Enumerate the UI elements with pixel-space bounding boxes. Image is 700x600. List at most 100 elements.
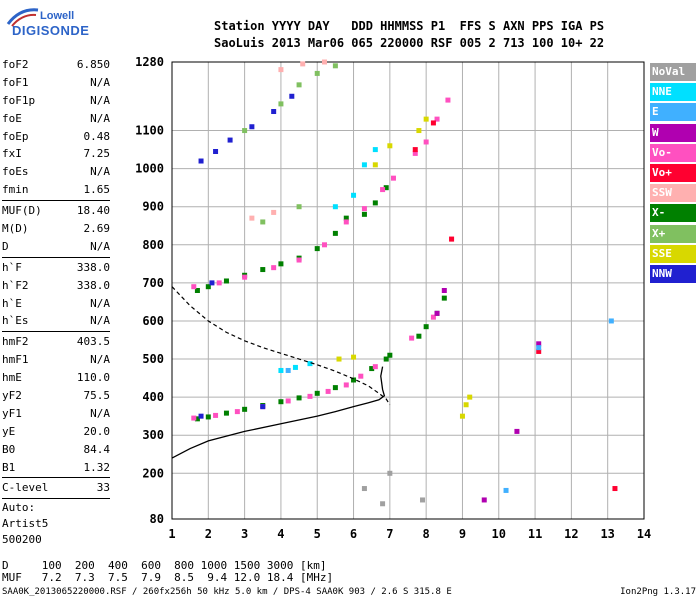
data-point xyxy=(216,280,222,286)
data-point xyxy=(351,377,357,383)
y-tick-label: 200 xyxy=(142,466,164,480)
param-value: N/A xyxy=(90,314,110,328)
param-key: M(D) xyxy=(2,222,29,236)
param-value: N/A xyxy=(90,75,110,89)
param-key: hmF1 xyxy=(2,353,29,367)
data-point xyxy=(434,116,440,122)
data-point xyxy=(420,497,426,503)
model-trace-curve xyxy=(171,286,391,406)
data-point xyxy=(343,382,349,388)
data-point xyxy=(285,367,291,373)
data-point xyxy=(205,284,211,290)
param-value: 2.69 xyxy=(83,222,111,236)
param-value: 18.40 xyxy=(76,204,110,218)
legend-item: Vo- xyxy=(650,143,696,162)
parameters-panel: foF2 6.850 foF1 N/A foF1p N/A foE N/A foEp 0.48 fx… xyxy=(2,56,110,548)
data-point xyxy=(423,139,429,145)
lowell-digisonde-logo: Lowell DIGISONDE xyxy=(6,6,156,46)
y-tick-label: 600 xyxy=(142,314,164,328)
x-tick-label: 14 xyxy=(637,527,651,541)
legend-item: NNE xyxy=(650,83,696,102)
param-row: fxI 7.25 xyxy=(2,145,110,163)
x-tick-label: 11 xyxy=(528,527,542,541)
data-point xyxy=(223,278,229,284)
data-point xyxy=(234,409,240,415)
data-point xyxy=(194,416,200,422)
param-value: N/A xyxy=(90,165,110,179)
data-point xyxy=(242,128,248,134)
d-distance-row: D 100 200 400 600 800 1000 1500 3000 [km… xyxy=(2,559,327,572)
x-tick-label: 8 xyxy=(423,527,430,541)
y-tick-label: 1280 xyxy=(135,55,164,69)
param-separator xyxy=(2,498,110,500)
param-row: M(D) 2.69 xyxy=(2,220,110,238)
param-value: 75.5 xyxy=(83,389,111,403)
data-point xyxy=(314,70,320,76)
param-row: h`E N/A xyxy=(2,295,110,313)
param-value: 33 xyxy=(96,481,110,495)
autoscaling-info: Artist5 xyxy=(2,517,49,531)
param-row: h`Es N/A xyxy=(2,312,110,330)
data-point xyxy=(249,124,255,130)
data-point xyxy=(467,394,473,400)
data-point xyxy=(372,162,378,168)
param-value: N/A xyxy=(90,111,110,125)
param-value: N/A xyxy=(90,406,110,420)
data-point xyxy=(332,204,338,210)
x-tick-label: 1 xyxy=(168,527,175,541)
param-row: hmF2 403.5 xyxy=(2,333,110,351)
data-point xyxy=(608,318,614,324)
data-point xyxy=(242,406,248,412)
data-point xyxy=(198,413,204,419)
data-point xyxy=(296,395,302,401)
param-key: h`F xyxy=(2,260,22,274)
param-value: 20.0 xyxy=(83,424,111,438)
param-key: yF2 xyxy=(2,389,22,403)
param-key: MUF(D) xyxy=(2,204,42,218)
legend-item: SSE xyxy=(650,244,696,263)
y-tick-label: 300 xyxy=(142,428,164,442)
data-point xyxy=(459,413,465,419)
param-value: 84.4 xyxy=(83,442,111,456)
data-point xyxy=(292,364,298,370)
data-point xyxy=(412,150,418,156)
data-point xyxy=(296,257,302,263)
data-point xyxy=(536,345,542,351)
data-point xyxy=(278,367,284,373)
y-tick-label: 80 xyxy=(150,512,164,526)
param-row: foF2 6.850 xyxy=(2,56,110,74)
legend: NoVal NNE E W Vo- Vo+ SSW X- X+ SSE NNW xyxy=(650,63,696,285)
data-point xyxy=(332,230,338,236)
data-point xyxy=(536,341,542,347)
x-tick-label: 6 xyxy=(350,527,357,541)
param-row: foF1 N/A xyxy=(2,74,110,92)
data-point xyxy=(412,147,418,153)
param-value: 403.5 xyxy=(76,335,110,349)
muf-row: MUF 7.2 7.3 7.5 7.9 8.5 9.4 12.0 18.4 [M… xyxy=(2,571,334,584)
data-point xyxy=(463,402,469,408)
param-row: h`F2 338.0 xyxy=(2,277,110,295)
param-row: h`F 338.0 xyxy=(2,259,110,277)
param-row: fmin 1.65 xyxy=(2,181,110,199)
footer-version: Ion2Png 1.3.17 xyxy=(620,587,696,597)
param-key: foF1p xyxy=(2,93,36,107)
x-tick-label: 4 xyxy=(277,527,284,541)
data-point xyxy=(227,137,233,143)
param-row: C-level 33 xyxy=(2,479,110,497)
data-point xyxy=(278,101,284,107)
data-point xyxy=(372,200,378,206)
data-point xyxy=(271,265,277,271)
data-point xyxy=(380,501,386,507)
param-key: fmin xyxy=(2,183,29,197)
param-value: 6.850 xyxy=(76,58,110,71)
data-point xyxy=(416,333,422,339)
data-point xyxy=(361,206,367,212)
data-point xyxy=(336,356,342,362)
data-point xyxy=(481,497,487,503)
autoscaling-info: 500200 xyxy=(2,533,42,547)
data-point xyxy=(278,261,284,267)
x-tick-label: 13 xyxy=(600,527,614,541)
param-key: h`F2 xyxy=(2,278,29,292)
data-point xyxy=(260,219,266,225)
